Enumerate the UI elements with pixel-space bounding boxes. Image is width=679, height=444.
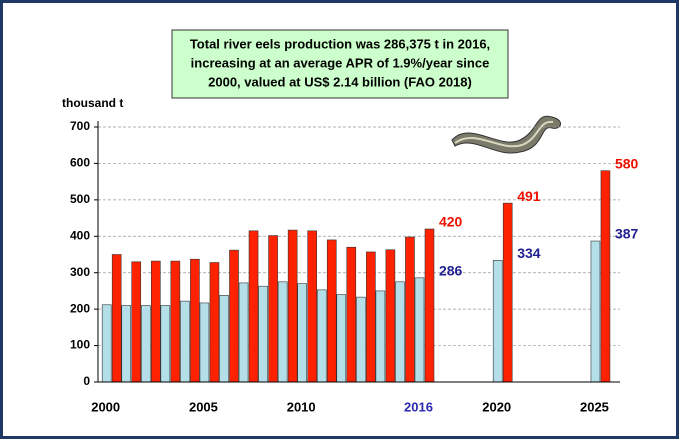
eel-illustration bbox=[451, 115, 562, 154]
bar bbox=[101, 304, 112, 383]
y-tick-label: 700 bbox=[70, 119, 90, 133]
bar bbox=[375, 290, 386, 383]
data-label: 286 bbox=[439, 263, 463, 279]
bar bbox=[248, 230, 259, 383]
bar bbox=[385, 249, 396, 383]
data-label: 387 bbox=[615, 226, 639, 242]
x-tick-label: 2016 bbox=[404, 399, 433, 414]
bar bbox=[502, 202, 513, 383]
bar bbox=[492, 260, 503, 383]
data-label: 334 bbox=[517, 245, 541, 261]
y-tick-label: 0 bbox=[83, 374, 90, 388]
x-tick-label: 2000 bbox=[91, 399, 120, 414]
y-tick-label: 100 bbox=[70, 338, 90, 352]
bar bbox=[180, 300, 190, 383]
bar bbox=[356, 296, 366, 383]
y-tick-label: 400 bbox=[70, 228, 90, 242]
bar bbox=[346, 246, 357, 383]
data-label: 580 bbox=[615, 155, 639, 171]
bar bbox=[316, 289, 327, 383]
bar bbox=[209, 262, 220, 383]
bar bbox=[414, 277, 425, 383]
bar bbox=[150, 260, 161, 383]
bar bbox=[395, 281, 405, 383]
bar bbox=[219, 294, 229, 383]
bar bbox=[160, 305, 171, 383]
x-tick-label: 2010 bbox=[287, 399, 316, 414]
bar bbox=[405, 236, 415, 383]
bar bbox=[326, 239, 337, 383]
x-tick-label: 2020 bbox=[482, 399, 511, 414]
bar bbox=[199, 302, 210, 383]
x-tick-label: 2005 bbox=[189, 399, 218, 414]
y-tick-label: 300 bbox=[70, 265, 90, 279]
data-label: 491 bbox=[517, 188, 541, 204]
bar bbox=[229, 249, 239, 383]
bar bbox=[111, 254, 122, 383]
bar bbox=[424, 228, 435, 383]
x-tick-label: 2025 bbox=[580, 399, 609, 414]
y-tick-label: 600 bbox=[70, 156, 90, 170]
y-axis-label: thousand t bbox=[62, 96, 123, 110]
bar bbox=[170, 260, 181, 383]
title-line: Total river eels production was 286,375 … bbox=[190, 36, 490, 51]
title-line: 2000, valued at US$ 2.14 billion (FAO 20… bbox=[208, 74, 472, 89]
bar bbox=[140, 305, 151, 383]
bar bbox=[307, 230, 317, 383]
bar bbox=[268, 235, 278, 383]
bar bbox=[238, 282, 249, 383]
bar bbox=[297, 283, 307, 383]
bar bbox=[258, 285, 268, 383]
title-box bbox=[171, 29, 509, 99]
bar bbox=[131, 261, 142, 383]
bar bbox=[590, 240, 601, 383]
bar bbox=[287, 229, 298, 383]
bar bbox=[121, 305, 132, 383]
bar bbox=[190, 258, 200, 383]
title-line: increasing at an average APR of 1.9%/yea… bbox=[191, 55, 490, 70]
bar bbox=[336, 294, 347, 383]
y-tick-label: 200 bbox=[70, 301, 90, 315]
bar bbox=[600, 170, 611, 383]
bar bbox=[277, 281, 288, 383]
data-label: 420 bbox=[439, 214, 463, 230]
y-tick-label: 500 bbox=[70, 192, 90, 206]
bar bbox=[366, 251, 376, 383]
